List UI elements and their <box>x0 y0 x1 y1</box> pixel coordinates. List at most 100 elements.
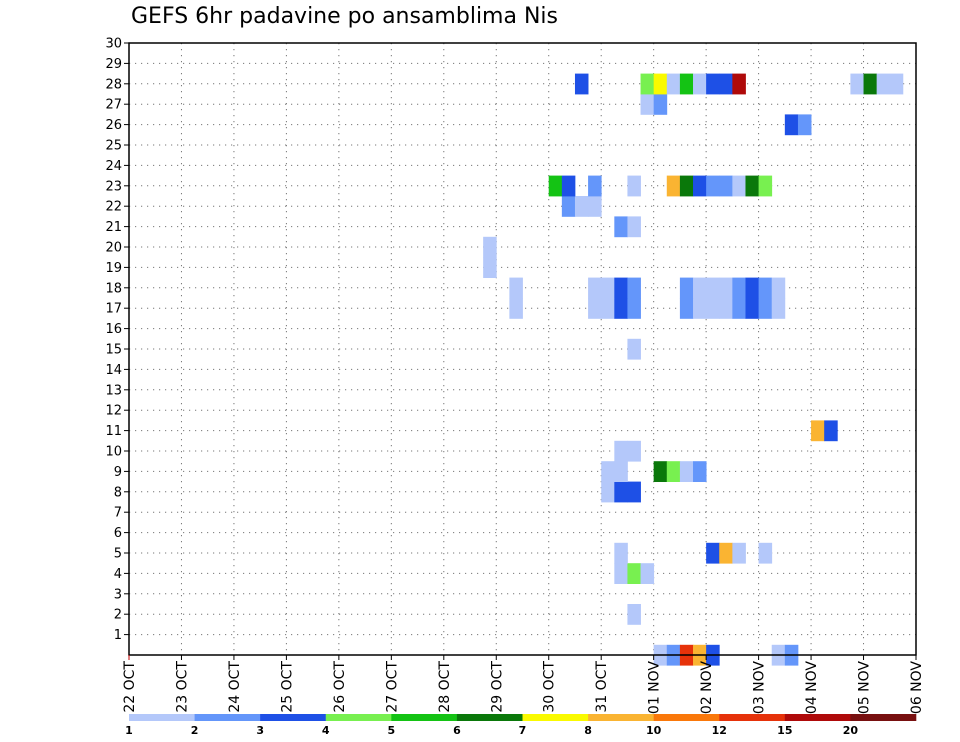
heatmap-cell <box>614 542 628 564</box>
heatmap-cell <box>745 277 759 299</box>
heatmap-cell <box>574 73 589 95</box>
x-tick-label: 28 OCT <box>437 661 453 713</box>
x-tick-label: 26 OCT <box>332 661 348 713</box>
heatmap-cell <box>693 277 707 299</box>
colorbar-swatch <box>129 714 195 721</box>
heatmap-cell <box>719 298 733 319</box>
heatmap-cell <box>509 277 523 299</box>
heatmap-cell <box>548 175 563 197</box>
heatmap-cell <box>679 175 694 197</box>
y-axis: 1234567891011121314151617181920212223242… <box>105 37 129 643</box>
colorbar-swatch <box>325 714 392 721</box>
heatmap-cell <box>863 73 878 95</box>
colorbar-swatch <box>194 714 261 721</box>
heatmap-cell <box>627 481 641 503</box>
y-tick-label: 11 <box>105 424 122 439</box>
y-tick-label: 3 <box>114 587 122 602</box>
heatmap-cell <box>627 277 641 299</box>
heatmap-cell <box>706 298 720 319</box>
heatmap-cell <box>666 175 681 197</box>
heatmap-cell <box>679 461 694 482</box>
y-tick-label: 28 <box>105 77 122 92</box>
colorbar-label: 12 <box>712 724 727 737</box>
y-tick-label: 17 <box>105 302 122 317</box>
heatmap-cell <box>889 73 904 95</box>
heatmap-cell <box>653 94 668 115</box>
colorbar-swatch <box>456 714 523 721</box>
y-tick-label: 9 <box>114 465 122 480</box>
x-tick-label: 29 OCT <box>489 661 505 713</box>
heatmap-cell <box>627 298 641 319</box>
y-tick-label: 30 <box>105 37 122 52</box>
x-tick-label: 31 OCT <box>594 661 610 713</box>
heatmap-cell <box>640 563 655 584</box>
x-tick-label: 22 OCT <box>122 661 138 713</box>
heatmap-cell <box>732 73 746 95</box>
colorbar-label: 10 <box>646 724 662 737</box>
x-tick-label: 27 OCT <box>384 661 400 713</box>
heatmap-cell <box>653 73 668 95</box>
heatmap-cell <box>693 298 707 319</box>
heatmap-cell <box>601 461 615 482</box>
heatmap-cell <box>627 175 641 197</box>
heatmap-cell <box>758 277 773 299</box>
x-axis: 22 OCT 23 OCT 24 OCT 25 OCT 26 OCT 27 OCT 28 O… <box>122 655 925 714</box>
heatmap-cell <box>640 73 655 95</box>
colorbar-label: 7 <box>519 724 527 737</box>
heatmap-cell <box>614 481 628 503</box>
heatmap-cell <box>640 94 655 115</box>
colorbar-label: 3 <box>256 724 264 737</box>
colorbar-label: 20 <box>843 724 859 737</box>
heatmap-cell <box>627 216 641 238</box>
colorbar-label: 2 <box>191 724 199 737</box>
y-tick-label: 7 <box>114 506 122 521</box>
heatmap-cell <box>666 73 681 95</box>
heatmap-cell <box>509 298 523 319</box>
heatmap-cell <box>679 73 694 95</box>
y-tick-label: 14 <box>105 363 122 378</box>
colorbar-label: 6 <box>453 724 461 737</box>
heatmap-cell <box>719 542 733 564</box>
heatmap-cell <box>719 277 733 299</box>
heatmap-cell <box>588 277 602 299</box>
heatmap-cell <box>706 175 720 197</box>
x-tick-label: 23 OCT <box>174 661 190 713</box>
y-tick-label: 23 <box>105 179 122 194</box>
y-tick-label: 15 <box>105 343 122 358</box>
heatmap-cell <box>693 461 707 482</box>
y-tick-label: 21 <box>105 220 122 235</box>
heatmap-cell <box>824 420 838 442</box>
heatmap-cell <box>653 461 668 482</box>
x-tick-label: 24 OCT <box>227 661 243 713</box>
heatmap-cell <box>784 114 799 136</box>
colorbar-swatch <box>391 714 458 721</box>
heatmap-cell <box>627 604 641 625</box>
heatmap-cell <box>771 298 786 319</box>
heatmap-cell <box>588 175 602 197</box>
heatmap-cell <box>561 175 576 197</box>
y-tick-label: 19 <box>105 261 122 276</box>
chart-title: GEFS 6hr padavine po ansamblima Nis <box>131 4 558 29</box>
y-tick-label: 26 <box>105 118 122 133</box>
heatmap-cell <box>706 73 720 95</box>
heatmap-cell <box>850 73 864 95</box>
heatmap-cell <box>574 196 589 217</box>
x-tick-label: 01 NOV <box>647 661 663 715</box>
heatmap-cell <box>732 277 746 299</box>
heatmap-cell <box>614 461 628 482</box>
y-tick-label: 29 <box>105 57 122 72</box>
heatmap-cell <box>693 175 707 197</box>
heatmap-cell <box>876 73 891 95</box>
colorbar-label: 5 <box>388 724 396 737</box>
y-tick-label: 2 <box>114 608 122 623</box>
colorbar-swatch <box>260 714 327 721</box>
y-tick-label: 22 <box>105 200 122 215</box>
y-tick-label: 13 <box>105 383 122 398</box>
heatmap-cell <box>758 175 773 197</box>
heatmap-cell <box>745 175 759 197</box>
colorbar: 1 2 3 4 5 6 7 8 10 12 15 20 <box>125 714 917 737</box>
x-tick-label: 25 OCT <box>279 661 295 713</box>
colorbar-swatch <box>784 714 851 721</box>
heatmap-cell <box>719 73 733 95</box>
